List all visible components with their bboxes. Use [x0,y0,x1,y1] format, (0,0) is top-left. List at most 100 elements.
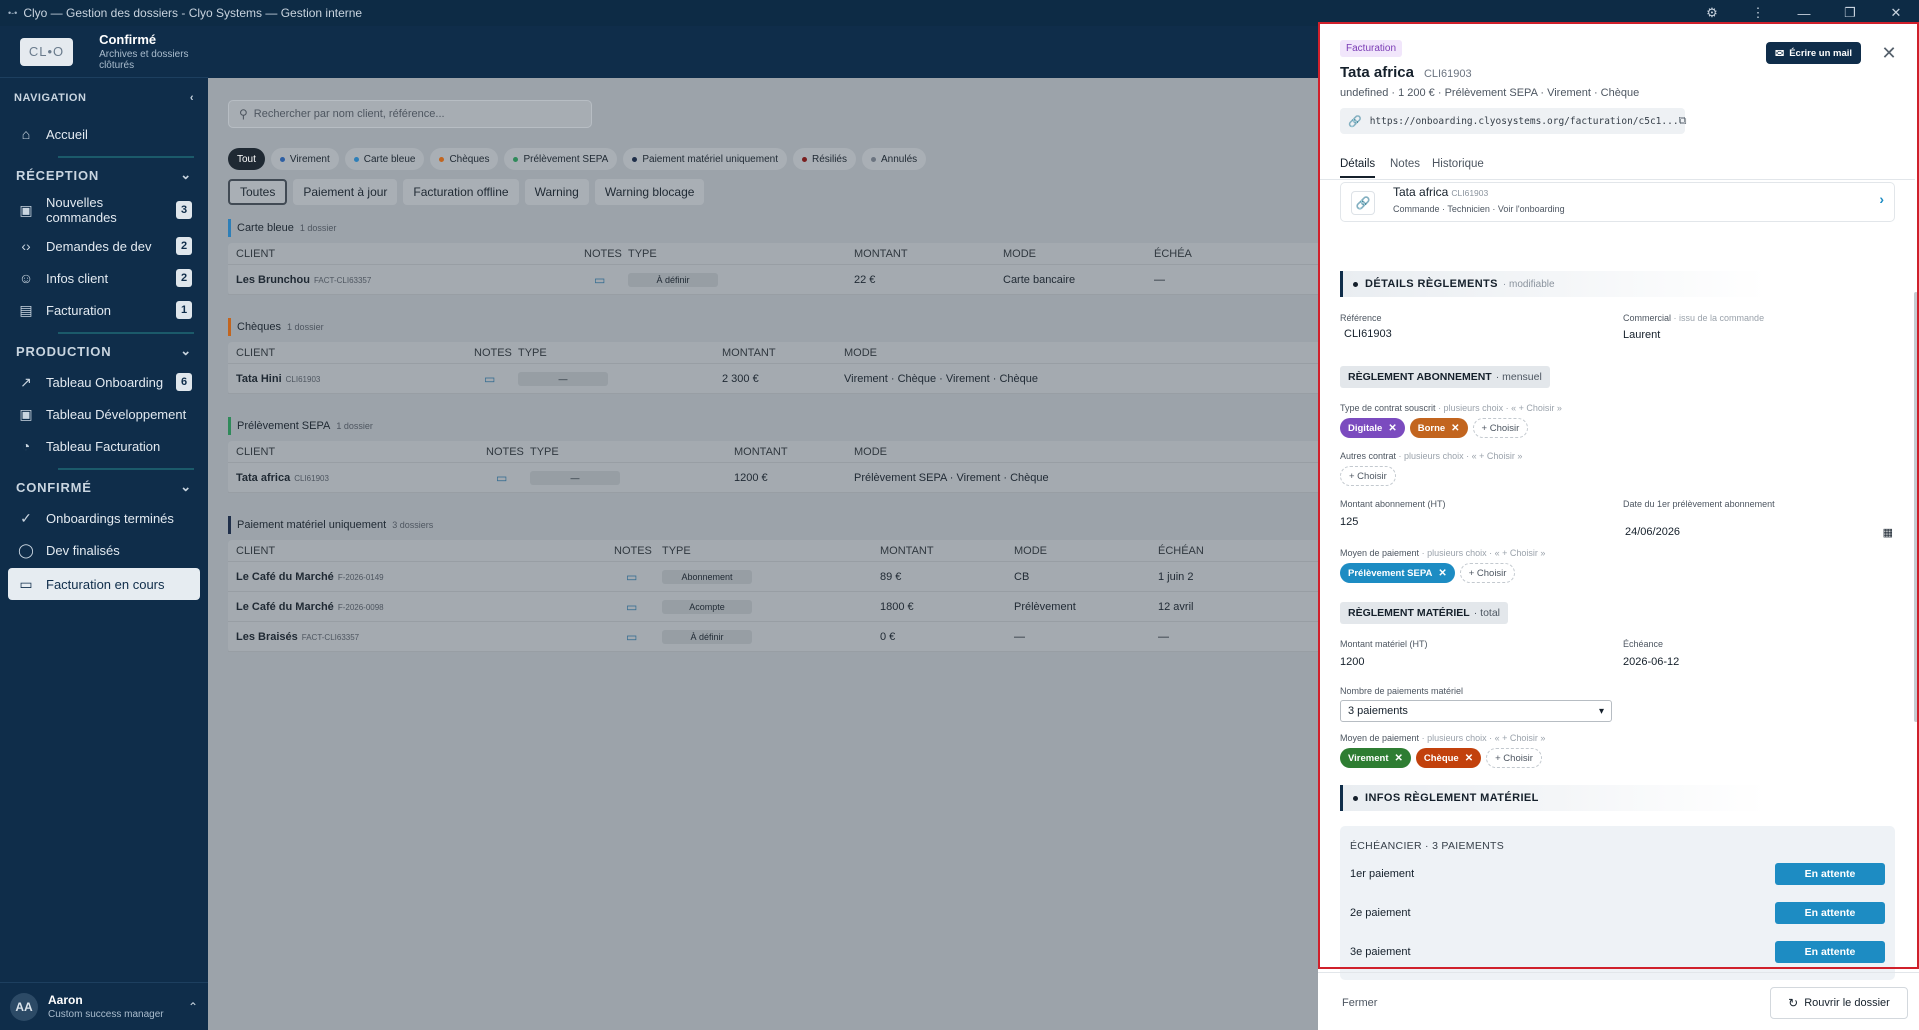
notes-icon[interactable]: ▭ [496,470,508,485]
tab-historique[interactable]: Historique [1432,158,1484,170]
chip-label: Paiement matériel uniquement [642,153,778,165]
sidebar-item-tableau-onboarding[interactable]: ↗ Tableau Onboarding 6 [0,366,208,398]
subtab-toutes[interactable]: Toutes [228,179,288,205]
table-row[interactable]: Le Café du Marché F-2026-0149 ▭ Abonnemen… [228,562,1428,592]
tab-details[interactable]: Détails [1340,158,1376,178]
reopen-file-button[interactable]: ↻ Rouvrir le dossier [1770,987,1908,1019]
table-row[interactable]: Tata africa CLI61903 ▭ — 1200 € Prélèveme… [228,463,1428,493]
bullet-icon [1353,795,1358,801]
filter-chip-resilies[interactable]: Résiliés [792,148,856,170]
client-name: Tata africa [1340,64,1414,81]
payment-status-button[interactable]: En attente [1775,902,1885,924]
chip-label: Chèques [449,153,490,165]
label-text: Moyen de paiement [1340,733,1420,743]
client-ref: F-2026-0149 [337,572,384,582]
sidebar-item-demandes-dev[interactable]: ‹› Demandes de dev 2 [0,230,208,262]
filter-chip-annules[interactable]: Annulés [862,148,927,170]
subscription-payment-label: Moyen de paiement · plusieurs choix · « … [1340,548,1545,558]
filter-chip-virement[interactable]: Virement [270,148,339,170]
write-mail-button[interactable]: ✉ Écrire un mail [1766,42,1862,64]
drawer-footer: Fermer ↻ Rouvrir le dossier [1318,972,1919,1030]
close-icon[interactable]: ✕ [1881,42,1897,63]
section-heading: INFOS RÈGLEMENT MATÉRIEL [1365,792,1539,804]
remove-tag-icon[interactable]: ✕ [1394,752,1403,764]
hardware-amount-input[interactable]: 1200 [1340,656,1365,668]
sidebar-item-facturation-en-cours[interactable]: ▭ Facturation en cours [8,568,200,600]
sidebar-item-dev-finalises[interactable]: ◯ Dev finalisés [0,534,208,566]
add-hardware-payment-button[interactable]: + Choisir [1486,748,1542,768]
remove-tag-icon[interactable]: ✕ [1438,567,1447,579]
add-payment-button[interactable]: + Choisir [1459,563,1516,583]
filter-chips: Tout Virement Carte bleue Chèques Prélèv… [228,148,927,170]
add-other-contract-button[interactable]: + Choisir [1340,466,1396,486]
client-cell: Les Brunchou FACT-CLI63357 [236,274,371,286]
payment-count-select[interactable]: 3 paiements ▾ [1340,700,1612,722]
remove-tag-icon[interactable]: ✕ [1388,422,1397,434]
close-button[interactable]: Fermer [1342,997,1378,1009]
subscription-amount-input[interactable]: 125 [1340,516,1359,528]
payment-status-button[interactable]: En attente [1775,941,1885,963]
section-divider [58,156,194,158]
sidebar-item-infos-client[interactable]: ☺ Infos client 2 [0,262,208,294]
subtab-warning-blocage[interactable]: Warning blocage [594,179,705,205]
client-card[interactable]: 🔗 Tata africa CLI61903 Commande · Technic… [1340,182,1895,222]
notes-icon[interactable]: ▭ [594,272,606,287]
chip-label: Résiliés [811,153,847,165]
onboarding-link[interactable]: 🔗 https://onboarding.clyosystems.org/fac… [1340,108,1687,134]
subtab-facturation-offline[interactable]: Facturation offline [403,179,519,205]
tag-label: Chèque [1423,752,1459,764]
payment-count-label: Nombre de paiements matériel [1340,686,1464,696]
more-menu-icon[interactable]: ⋮ [1751,5,1765,20]
sidebar-item-tableau-developpement[interactable]: ▣ Tableau Développement [0,398,208,430]
notes-icon[interactable]: ▭ [626,569,638,584]
category-tag: Facturation [1340,40,1403,57]
add-contract-button[interactable]: + Choisir [1472,418,1529,438]
table-row[interactable]: Tata Hini CLI61903 ▭ — 2 300 € Virement ·… [228,364,1428,394]
minimize-button[interactable]: — [1797,5,1811,21]
table-row[interactable]: Le Café du Marché F-2026-0098 ▭ Acompte 1… [228,592,1428,622]
filter-chip-materiel[interactable]: Paiement matériel uniquement [623,148,787,170]
extensions-icon[interactable]: ⚙ [1706,5,1718,20]
section-reception[interactable]: RÉCEPTION ⌄ [0,160,208,190]
sidebar-item-label: Demandes de dev [46,238,152,254]
sidebar-item-tableau-facturation[interactable]: ◔ Tableau Facturation [0,430,208,462]
first-debit-date-input[interactable]: 24/06/2026 ▦ [1623,521,1895,543]
filter-chip-sepa[interactable]: Prélèvement SEPA [504,148,618,170]
section-production[interactable]: PRODUCTION ⌄ [0,336,208,366]
subtab-warning[interactable]: Warning [524,179,589,205]
remove-tag-icon[interactable]: ✕ [1464,752,1474,764]
copy-icon[interactable]: ⧉ [1678,114,1687,127]
user-menu[interactable]: AA Aaron Custom success manager ⌃ [0,982,208,1030]
sidebar-item-onboardings-termines[interactable]: ✓ Onboardings terminés [0,502,208,534]
remove-tag-icon[interactable]: ✕ [1451,422,1460,434]
subscription-amount-label: Montant abonnement (HT) [1340,499,1446,509]
table-row[interactable]: Les Braisés FACT-CLI63357 ▭ À définir 0 €… [228,622,1428,652]
file-icon: ▤ [19,301,33,318]
drawer-scrollbar[interactable] [1914,292,1918,722]
type-pill: À définir [628,272,718,287]
notes-icon[interactable]: ▭ [484,371,496,386]
tab-notes[interactable]: Notes [1390,158,1421,170]
subtab-paiement-a-jour[interactable]: Paiement à jour [293,179,398,205]
notes-icon[interactable]: ▭ [626,599,638,614]
detail-drawer: Facturation Tata africa CLI61903 undefine… [1318,22,1919,1030]
sidebar-item-accueil[interactable]: ⌂ Accueil [0,118,208,150]
collapse-sidebar-icon[interactable]: ‹ [189,92,194,104]
card-icon: ▭ [19,575,33,592]
column-header: ÉCHÉAN [1158,544,1204,557]
calendar-icon[interactable]: ▦ [1882,526,1893,539]
filter-chip-carte-bleue[interactable]: Carte bleue [344,148,425,170]
notes-icon[interactable]: ▭ [626,629,638,644]
sidebar-item-nouvelles-commandes[interactable]: ▣ Nouvelles commandes 3 [0,190,208,230]
filter-chip-cheques[interactable]: Chèques [430,148,499,170]
payment-status-button[interactable]: En attente [1775,863,1885,885]
search-input[interactable]: ⚲ Rechercher par nom client, référence..… [228,100,592,128]
table-row[interactable]: Les Brunchou FACT-CLI63357 ▭ À définir 22… [228,265,1428,295]
section-heading: RÉCEPTION [16,167,100,183]
due-date-value[interactable]: 2026-06-12 [1623,656,1680,668]
filter-chip-tout[interactable]: Tout [228,148,265,170]
sidebar-item-facturation[interactable]: ▤ Facturation 1 [0,294,208,326]
close-window-button[interactable]: ✕ [1890,5,1902,20]
section-confirme[interactable]: CONFIRMÉ ⌄ [0,472,208,502]
maximize-button[interactable]: ❐ [1844,5,1856,20]
